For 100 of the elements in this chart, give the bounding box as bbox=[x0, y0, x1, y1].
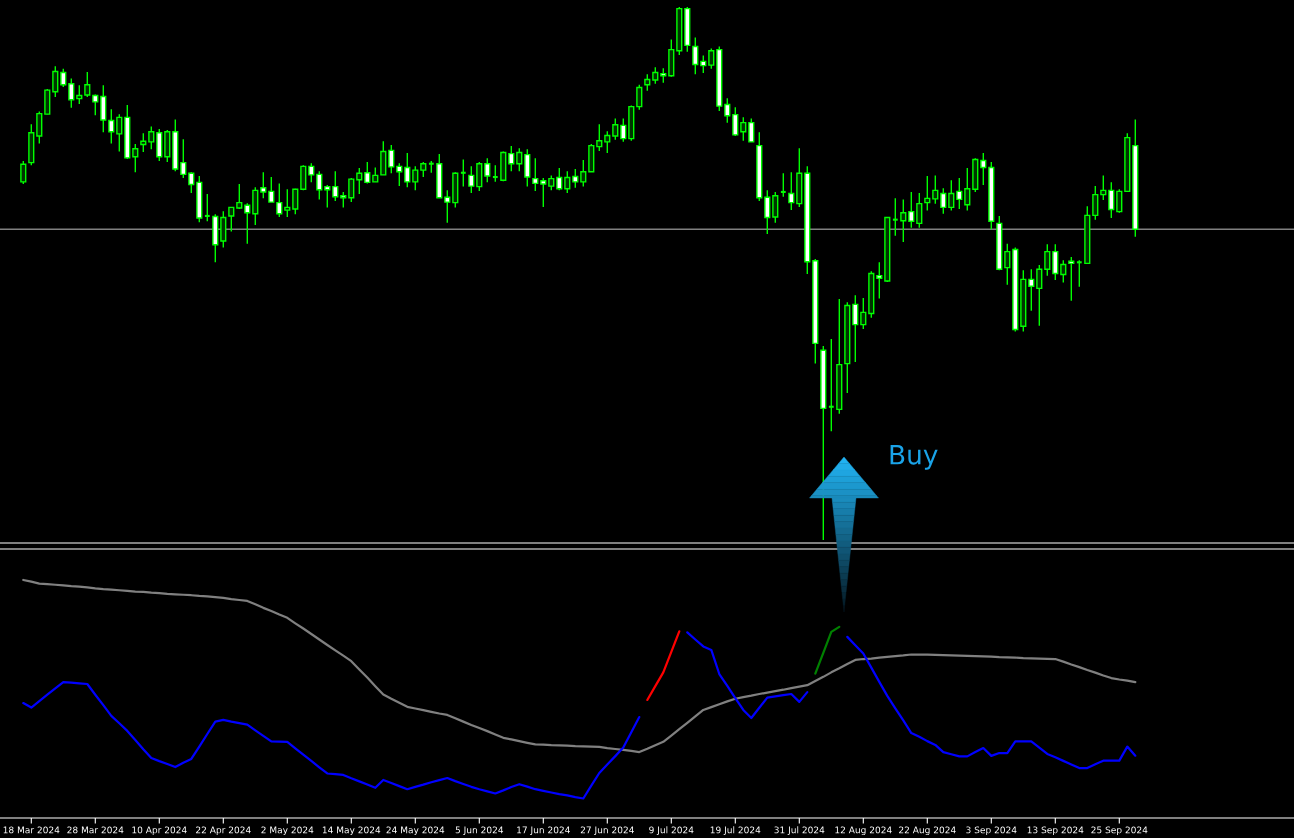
candlestick bbox=[508, 145, 515, 172]
candlestick bbox=[1092, 185, 1099, 221]
x-tick-label: 12 Aug 2024 bbox=[835, 826, 892, 836]
annotation: Buy bbox=[890, 445, 938, 470]
candlestick bbox=[228, 206, 235, 233]
candlestick bbox=[779, 172, 787, 198]
candlestick bbox=[516, 147, 523, 172]
x-tick-label: 14 May 2024 bbox=[322, 826, 381, 836]
x-tick-label: 27 Jun 2024 bbox=[580, 826, 634, 835]
candlestick bbox=[444, 189, 451, 224]
x-tick-label: 9 Jul 2024 bbox=[649, 826, 694, 835]
candlestick bbox=[636, 84, 643, 111]
candlestick bbox=[156, 128, 163, 162]
candlestick bbox=[268, 176, 275, 203]
candlestick bbox=[1100, 174, 1107, 201]
candlestick bbox=[724, 97, 731, 124]
candlestick bbox=[532, 157, 539, 192]
candlestick bbox=[860, 297, 867, 330]
candlestick bbox=[459, 158, 467, 188]
candlestick bbox=[764, 189, 771, 235]
candlestick bbox=[20, 160, 27, 185]
candlestick bbox=[220, 210, 227, 249]
candlestick bbox=[236, 183, 243, 210]
candlestick bbox=[260, 171, 267, 200]
candlestick bbox=[76, 84, 83, 105]
candlestick bbox=[348, 177, 355, 203]
candlestick bbox=[316, 170, 323, 201]
candlestick bbox=[732, 106, 739, 137]
candlestick bbox=[604, 130, 611, 154]
candlestick bbox=[148, 125, 155, 151]
candlestick bbox=[116, 113, 123, 153]
candlestick bbox=[1116, 188, 1123, 214]
candlestick bbox=[1075, 259, 1083, 288]
candlestick bbox=[620, 117, 627, 143]
candlestick bbox=[948, 179, 955, 212]
candlestick bbox=[908, 191, 915, 229]
candlestick bbox=[772, 191, 779, 224]
candlestick bbox=[60, 68, 67, 88]
candlestick bbox=[203, 193, 211, 222]
x-tick-label: 28 Mar 2024 bbox=[67, 826, 124, 834]
x-tick-label: 19 Jul 2024 bbox=[710, 826, 761, 835]
candlestick bbox=[92, 93, 99, 116]
candlestick bbox=[788, 171, 795, 211]
candlestick bbox=[1068, 256, 1075, 302]
candlestick bbox=[380, 140, 387, 176]
x-tick-label: 22 Aug 2024 bbox=[899, 826, 956, 836]
candlestick bbox=[484, 157, 491, 184]
x-tick-label: 22 Apr 2024 bbox=[196, 826, 251, 836]
candlestick bbox=[572, 168, 579, 189]
candlestick bbox=[44, 88, 51, 115]
x-tick-label: 5 Jun 2024 bbox=[455, 826, 504, 835]
x-tick-label: 24 May 2024 bbox=[386, 826, 445, 836]
candlestick bbox=[596, 123, 603, 152]
candlestick bbox=[932, 174, 939, 205]
candlestick bbox=[404, 152, 411, 188]
candlestick bbox=[540, 177, 547, 208]
candlestick bbox=[244, 202, 251, 245]
candlestick bbox=[748, 117, 755, 143]
candlestick bbox=[692, 36, 699, 75]
candlestick bbox=[108, 108, 115, 145]
candlestick bbox=[284, 188, 291, 218]
candlestick bbox=[388, 144, 395, 174]
candlestick bbox=[292, 188, 299, 216]
candlestick bbox=[580, 159, 587, 188]
candlestick bbox=[36, 110, 43, 145]
candlestick bbox=[1028, 268, 1035, 312]
candlestick bbox=[827, 338, 835, 432]
candlestick bbox=[132, 143, 139, 173]
candlestick bbox=[84, 71, 91, 98]
x-tick-label: 18 Mar 2024 bbox=[3, 826, 60, 834]
candlestick bbox=[940, 187, 947, 215]
x-tick-label: 13 Sep 2024 bbox=[1027, 826, 1084, 836]
candlestick bbox=[1052, 243, 1059, 281]
candlestick bbox=[1060, 259, 1067, 284]
candlestick bbox=[1108, 181, 1115, 219]
candlestick bbox=[916, 192, 923, 229]
x-tick-label: 2 May 2024 bbox=[261, 826, 314, 836]
candlestick bbox=[852, 294, 859, 363]
candlestick bbox=[740, 116, 747, 142]
x-tick-label: 25 Sep 2024 bbox=[1091, 826, 1148, 836]
candlestick bbox=[556, 167, 563, 192]
candlestick bbox=[612, 117, 619, 141]
candlestick bbox=[308, 162, 315, 184]
candlestick bbox=[412, 165, 419, 192]
candlestick bbox=[1036, 264, 1043, 327]
candlestick bbox=[140, 132, 147, 153]
candlestick bbox=[252, 186, 259, 226]
candlestick bbox=[924, 175, 931, 212]
candlestick bbox=[980, 152, 987, 186]
candlestick bbox=[900, 198, 907, 243]
candlestick bbox=[68, 77, 75, 109]
candlestick bbox=[300, 164, 307, 192]
candlestick bbox=[468, 165, 475, 194]
candlestick bbox=[324, 184, 331, 209]
candlestick bbox=[1004, 242, 1011, 286]
candlestick bbox=[876, 261, 883, 300]
candlestick bbox=[524, 148, 531, 188]
x-tick-label: 17 Jun 2024 bbox=[517, 826, 570, 835]
candlestick bbox=[276, 182, 283, 218]
x-tick-label: 3 Sep 2024 bbox=[966, 826, 1017, 836]
